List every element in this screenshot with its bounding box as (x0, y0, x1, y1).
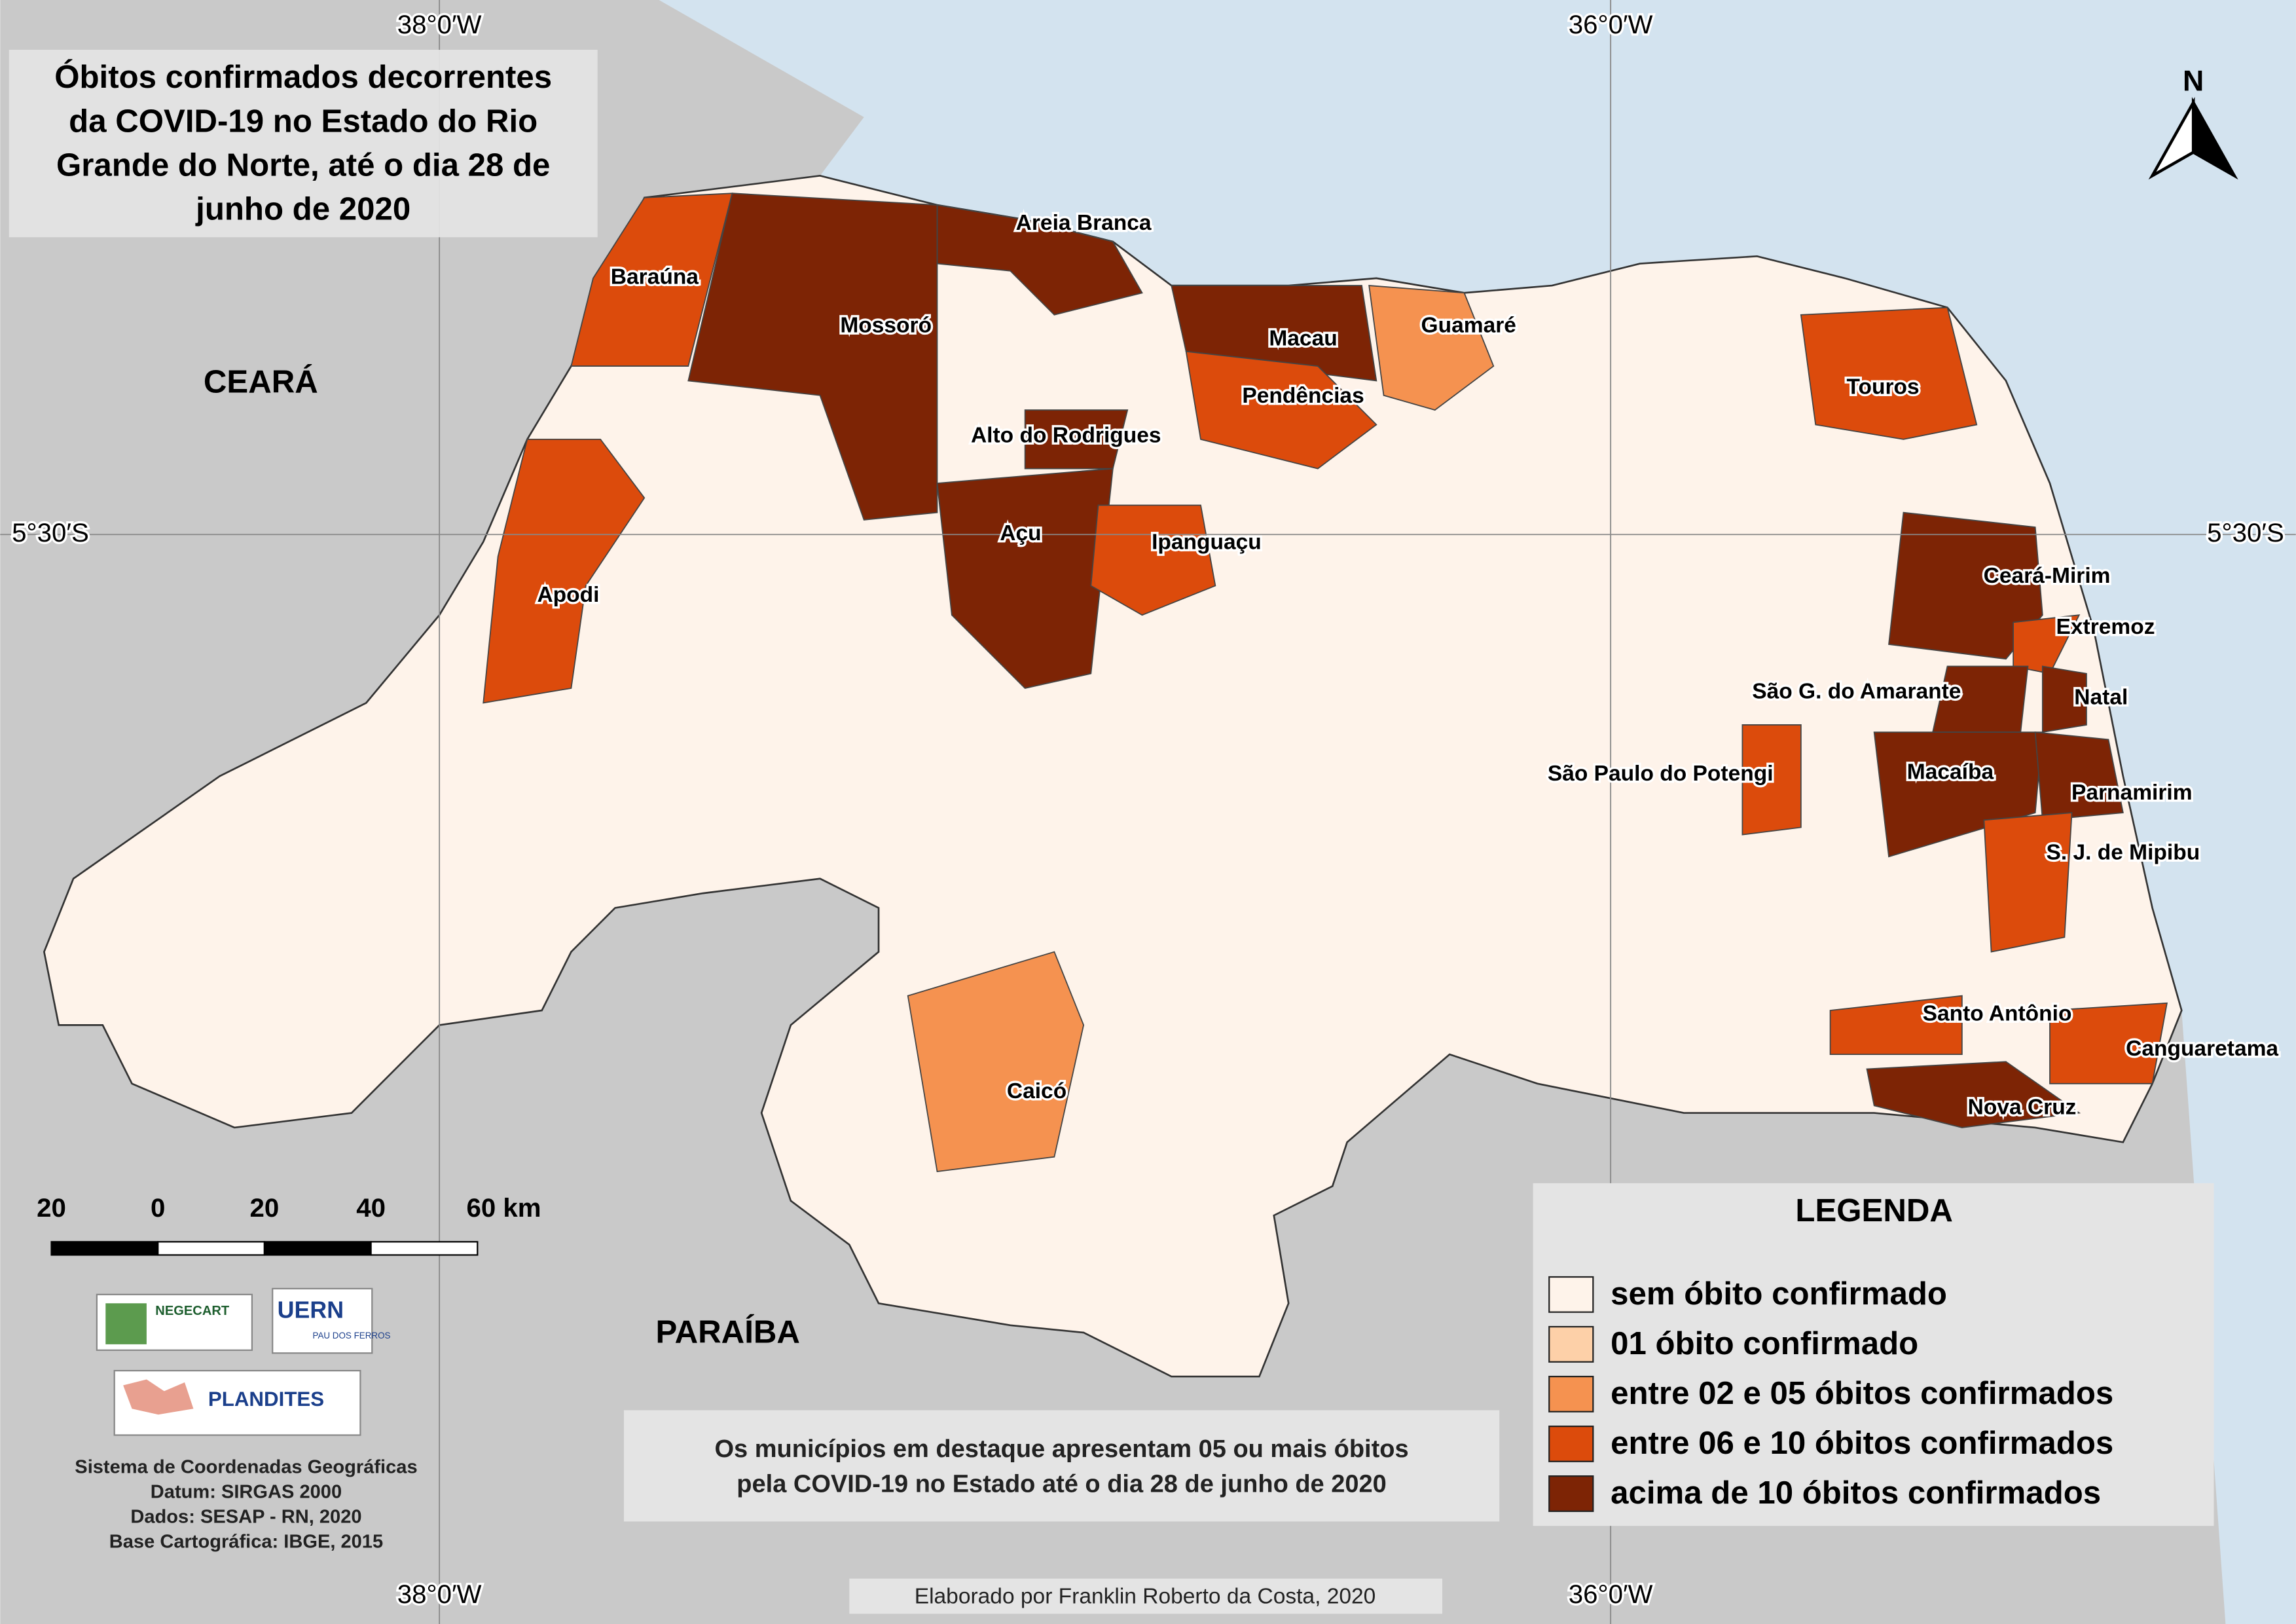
municipality-label: Guamaré (1421, 314, 1516, 338)
municipality-area (1983, 812, 2073, 953)
coord-label: 5°30′S (2207, 518, 2284, 547)
municipality-label: Parnamirim (2071, 781, 2193, 805)
municipality-area (936, 468, 1114, 690)
municipality-label: Macaíba (1907, 760, 1994, 784)
municipality-label: Alto do Rodrigues (971, 423, 1161, 447)
coord-label: 36°0′W (1569, 1579, 1653, 1609)
legend-swatch (1548, 1375, 1594, 1412)
coord-label: 38°0′W (397, 10, 482, 39)
legend-label: 01 óbito confirmado (1611, 1325, 1918, 1361)
municipality-label: São G. do Amarante (1752, 680, 1961, 704)
state-label: CEARÁ (204, 363, 318, 399)
municipality-area (2049, 1002, 2168, 1084)
municipality-label: Macau (1269, 327, 1337, 351)
municipality-label: Pendências (1242, 384, 1364, 408)
municipality-area (687, 193, 938, 521)
legend-swatch (1548, 1425, 1594, 1462)
title-line: junho de 2020 (195, 191, 410, 227)
author-box (849, 1578, 1442, 1614)
municipality-area (1090, 504, 1216, 616)
credit-line: Sistema de Coordenadas Geográficas (75, 1457, 417, 1478)
municipality-area (1368, 285, 1495, 411)
municipality-label: Santo Antônio (1923, 1002, 2072, 1026)
municipality-area (1185, 350, 1377, 470)
legend-title: LEGENDA (1795, 1192, 1953, 1228)
logo-text: NEGECART (155, 1304, 230, 1318)
municipality-label: Areia Branca (1016, 211, 1152, 235)
coord-label: 36°0′W (1569, 10, 1653, 39)
note-line: Os municípios em destaque apresentam 05 … (715, 1435, 1409, 1463)
scale-label: 20 (37, 1193, 66, 1223)
legend-label: entre 02 e 05 óbitos confirmados (1611, 1375, 2113, 1411)
municipality-label: Extremoz (2056, 615, 2155, 639)
municipality-area (907, 951, 1085, 1172)
north-label: N (2183, 65, 2204, 98)
north-arrow: N (2148, 65, 2238, 180)
legend-label: acima de 10 óbitos confirmados (1611, 1475, 2101, 1511)
municipality-label: Apodi (537, 583, 599, 607)
logo-text: UERN (278, 1297, 344, 1323)
municipality-area (936, 204, 1143, 316)
coord-label: 5°30′S (12, 518, 89, 547)
municipality-area (1829, 995, 1963, 1055)
scale-segment (157, 1241, 266, 1256)
credit-line: Datum: SIRGAS 2000 (151, 1482, 342, 1503)
title-line: Grande do Norte, até o dia 28 de (56, 147, 550, 183)
logo-text: PLANDITES (208, 1388, 324, 1411)
municipality-label: Mossoró (840, 314, 932, 338)
legend-label: sem óbito confirmado (1611, 1276, 1947, 1312)
logo-text: PAU DOS FERROS (313, 1331, 391, 1340)
municipality-area (570, 193, 733, 367)
municipality-label: Touros (1847, 375, 1920, 399)
legend-swatch (1548, 1276, 1594, 1313)
title-box (9, 50, 598, 238)
municipality-label: São Paulo do Potengi (1548, 762, 1774, 786)
note-box (623, 1410, 1500, 1522)
municipality-label: Caicó (1007, 1079, 1066, 1103)
municipality-label: Natal (2074, 686, 2128, 710)
municipality-area (483, 438, 646, 704)
municipality-label: Ipanguaçu (1152, 530, 1262, 555)
municipality-area (1866, 1061, 2081, 1128)
state-label: PARAÍBA (655, 1314, 799, 1350)
municipality-area (2034, 731, 2124, 821)
scale-segment (50, 1241, 159, 1256)
municipality-area (2041, 665, 2087, 733)
logos: NEGECART UERN PAU DOS FERROS PLANDITES (96, 1287, 391, 1436)
title-line: Óbitos confirmados decorrentes (54, 58, 552, 95)
municipality-area (1741, 724, 1802, 836)
municipality-label: Açu (1000, 521, 1041, 545)
coord-label: 38°0′W (397, 1579, 482, 1609)
scale-segment (263, 1241, 372, 1256)
scale-label: 60 km (466, 1193, 541, 1223)
credit-line: Dados: SESAP - RN, 2020 (130, 1507, 361, 1528)
scale-segment (370, 1241, 479, 1256)
legend-box (1533, 1183, 2214, 1526)
legend-swatch (1548, 1325, 1594, 1363)
scale-label: 20 (250, 1193, 280, 1223)
scale-label: 0 (151, 1193, 165, 1223)
municipality-label: Ceará-Mirim (1984, 564, 2111, 588)
legend-label: entre 06 e 10 óbitos confirmados (1611, 1425, 2113, 1461)
legend-swatch (1548, 1475, 1594, 1512)
author: Elaborado por Franklin Roberto da Costa,… (915, 1585, 1376, 1609)
municipality-label: Canguaretama (2126, 1037, 2278, 1061)
municipality-area (1873, 731, 2043, 858)
municipality-label: Nova Cruz (1968, 1096, 2077, 1120)
scale-label: 40 (356, 1193, 386, 1223)
municipality-area (1800, 306, 1978, 440)
municipality-label: Baraúna (611, 265, 699, 289)
ocean (659, 0, 2296, 1624)
title-line: da COVID-19 no Estado do Rio (69, 103, 538, 139)
credit-line: Base Cartográfica: IBGE, 2015 (109, 1532, 383, 1553)
note-line: pela COVID-19 no Estado até o dia 28 de … (737, 1471, 1386, 1498)
municipality-label: S. J. de Mipibu (2046, 841, 2200, 865)
